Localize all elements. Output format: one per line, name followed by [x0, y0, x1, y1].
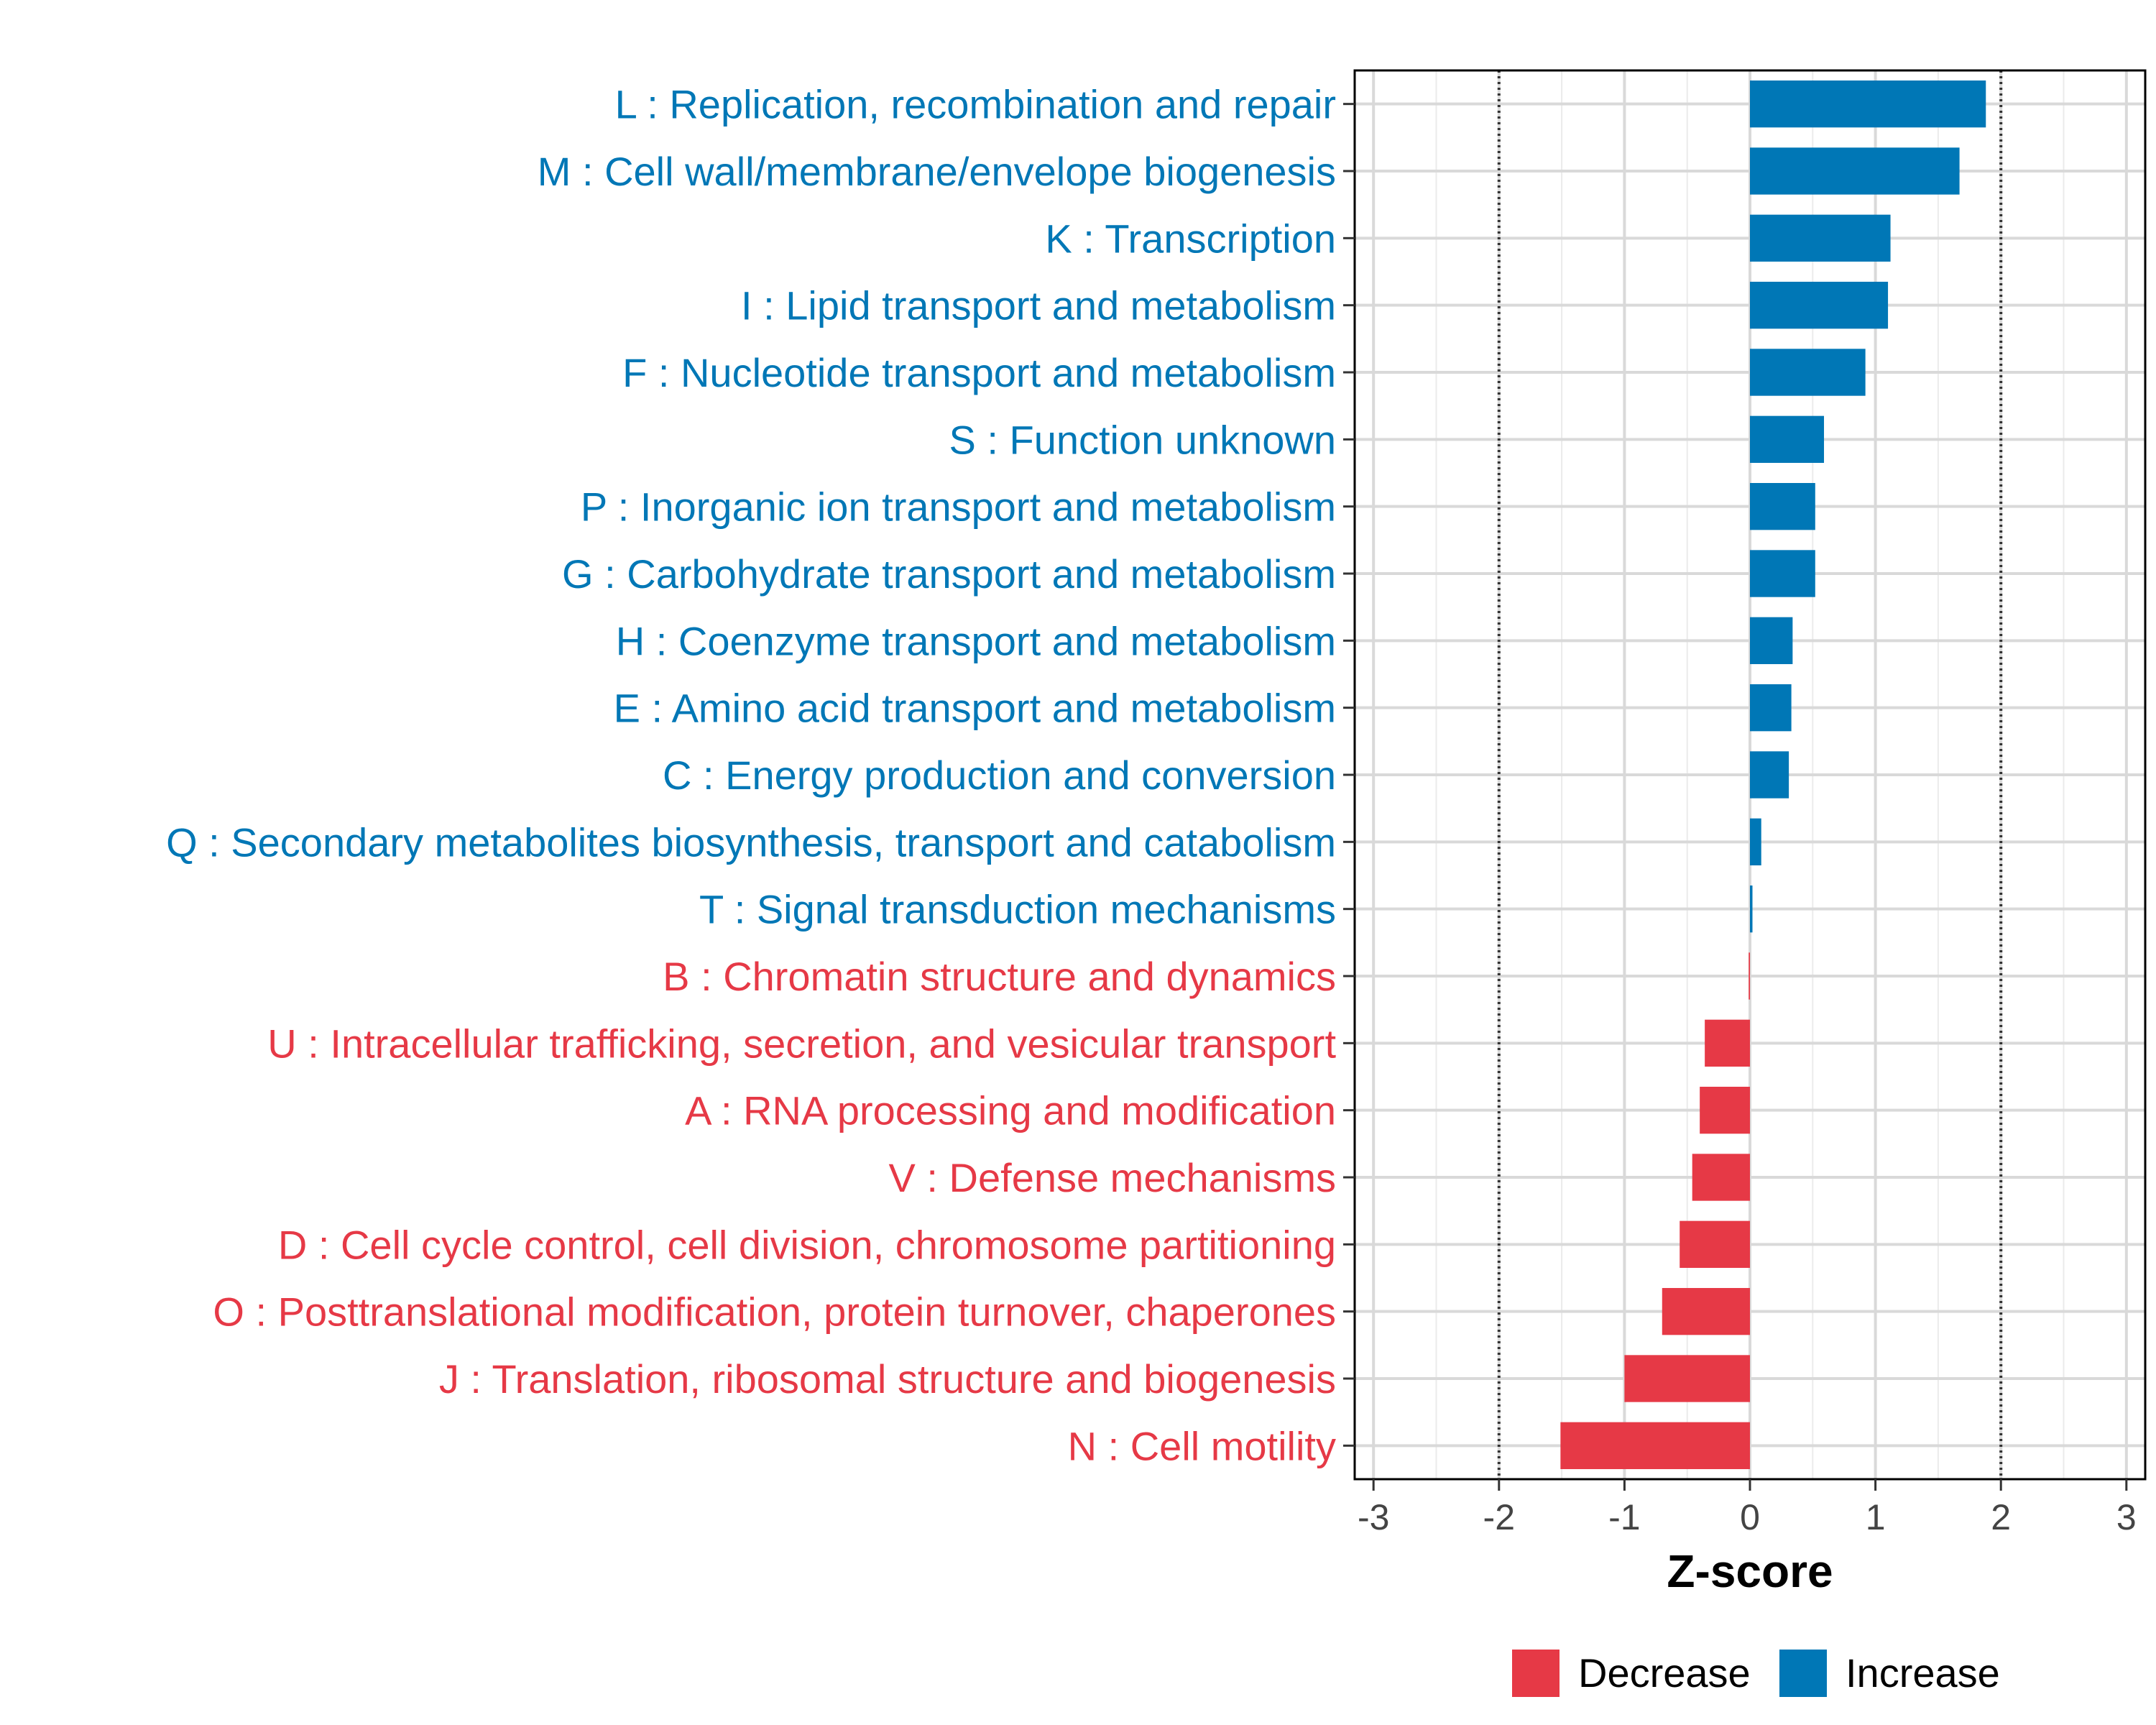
category-label: F : Nucleotide transport and metabolism — [622, 350, 1336, 395]
x-tick-label: 1 — [1866, 1497, 1886, 1537]
x-tick-label: -3 — [1358, 1497, 1389, 1537]
y-axis-ticks — [1343, 103, 1355, 1447]
bar — [1749, 952, 1750, 1000]
category-label: L : Replication, recombination and repai… — [615, 82, 1336, 127]
category-label: S : Function unknown — [949, 417, 1336, 462]
category-label: V : Defense mechanisms — [889, 1155, 1336, 1200]
category-label: N : Cell motility — [1068, 1423, 1336, 1468]
legend-swatch-increase — [1779, 1650, 1827, 1697]
bar — [1750, 147, 1960, 195]
category-label: P : Inorganic ion transport and metaboli… — [581, 484, 1336, 530]
category-label: K : Transcription — [1045, 216, 1336, 261]
bar — [1750, 886, 1753, 933]
category-labels: L : Replication, recombination and repai… — [166, 82, 1336, 1469]
category-label: H : Coenzyme transport and metabolism — [616, 618, 1336, 663]
x-tick-label: 2 — [1991, 1497, 2011, 1537]
category-label: U : Intracellular trafficking, secretion… — [267, 1021, 1336, 1066]
category-label: M : Cell wall/membrane/envelope biogenes… — [538, 149, 1336, 194]
category-label: O : Posttranslational modification, prot… — [213, 1289, 1336, 1335]
x-tick-label: -2 — [1483, 1497, 1515, 1537]
legend: Decrease Increase — [1512, 1650, 2000, 1697]
x-axis-title: Z-score — [1667, 1545, 1833, 1597]
bar — [1750, 684, 1792, 732]
bar — [1750, 282, 1889, 329]
bar — [1705, 1019, 1750, 1067]
bar — [1750, 214, 1891, 262]
legend-swatch-decrease — [1512, 1650, 1560, 1697]
bar — [1750, 818, 1761, 865]
x-tick-label: -1 — [1608, 1497, 1640, 1537]
bar — [1750, 550, 1815, 597]
bars — [1560, 80, 1986, 1469]
category-label: E : Amino acid transport and metabolism — [614, 686, 1336, 731]
x-tick-label: 3 — [2116, 1497, 2137, 1537]
category-label: A : RNA processing and modification — [685, 1088, 1336, 1133]
bar — [1750, 483, 1815, 530]
bar — [1750, 751, 1789, 799]
bar — [1560, 1422, 1750, 1469]
category-label: J : Translation, ribosomal structure and… — [439, 1356, 1336, 1402]
category-label: G : Carbohydrate transport and metabolis… — [562, 551, 1336, 597]
category-label: B : Chromatin structure and dynamics — [663, 954, 1336, 999]
category-label: Q : Secondary metabolites biosynthesis, … — [166, 819, 1336, 865]
x-axis-ticks: -3 -2 -1 0 1 2 3 — [1358, 1479, 2137, 1537]
bar — [1750, 80, 1986, 128]
x-tick-label: 0 — [1740, 1497, 1760, 1537]
category-label: I : Lipid transport and metabolism — [741, 283, 1336, 328]
bar — [1662, 1288, 1750, 1335]
bar — [1692, 1154, 1750, 1201]
bar — [1750, 617, 1793, 664]
legend-label-increase: Increase — [1846, 1650, 2000, 1696]
legend-label-decrease: Decrease — [1578, 1650, 1751, 1696]
bar — [1680, 1220, 1750, 1268]
category-label: T : Signal transduction mechanisms — [699, 887, 1336, 932]
bar — [1750, 415, 1825, 463]
reference-lines — [1497, 70, 2003, 1479]
category-label: C : Energy production and conversion — [663, 753, 1336, 798]
bar — [1700, 1087, 1750, 1134]
category-label: D : Cell cycle control, cell division, c… — [278, 1222, 1336, 1267]
bar — [1624, 1355, 1750, 1402]
bar — [1750, 349, 1866, 396]
